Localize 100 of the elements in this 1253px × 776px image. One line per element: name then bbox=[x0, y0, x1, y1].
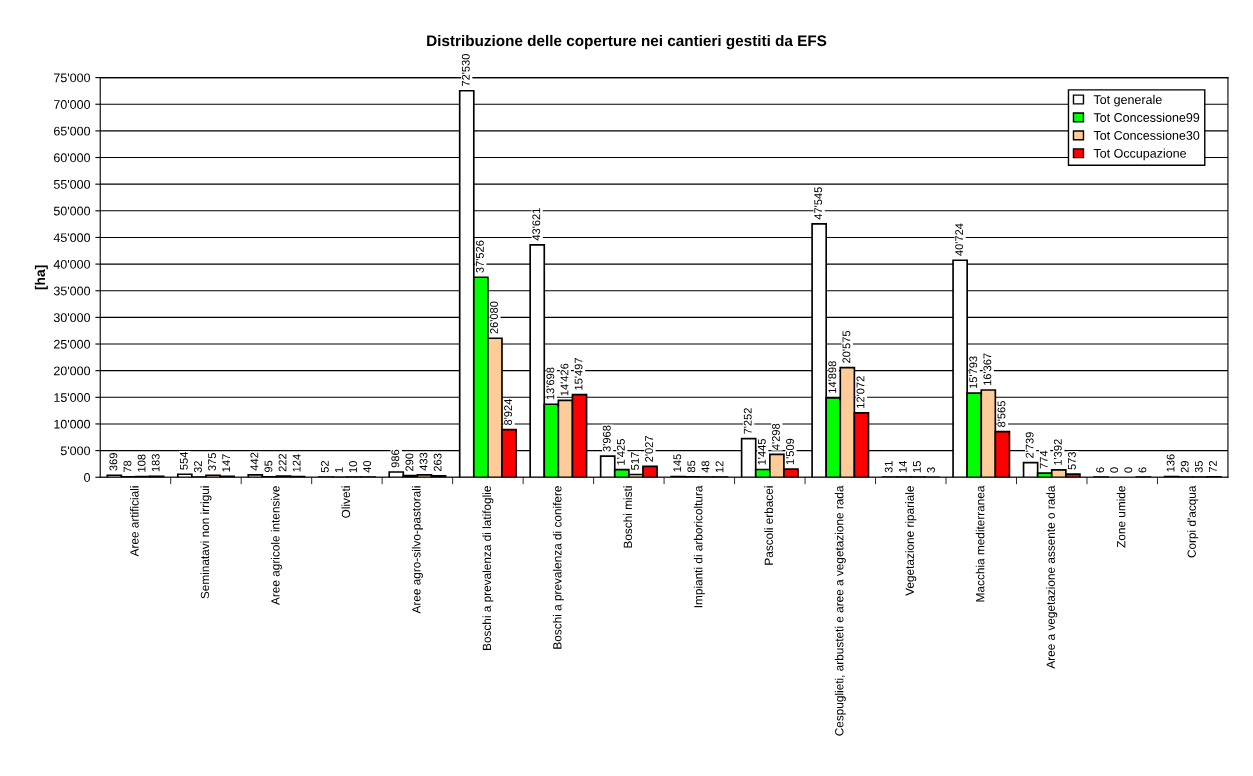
data-label: 8'565 bbox=[997, 401, 1006, 427]
data-label: 14'426 bbox=[560, 363, 569, 396]
data-label: 12'072 bbox=[856, 376, 865, 408]
y-tick-label: 65'000 bbox=[54, 126, 91, 136]
data-label: 78 bbox=[123, 460, 132, 473]
data-label: 554 bbox=[180, 451, 188, 470]
data-label: 369 bbox=[109, 453, 118, 471]
data-label: 16'367 bbox=[983, 353, 992, 386]
data-label: 37'526 bbox=[475, 240, 484, 273]
y-tick-label: 20'000 bbox=[54, 366, 91, 376]
data-label: 31 bbox=[884, 461, 893, 473]
legend-label: Tot Concessione30 bbox=[1093, 130, 1200, 140]
data-label: 1'509 bbox=[786, 438, 794, 465]
data-label: 47'545 bbox=[814, 187, 823, 220]
data-label: 3 bbox=[927, 467, 935, 473]
y-tick-label: 70'000 bbox=[54, 100, 91, 109]
data-label: 136 bbox=[1166, 454, 1175, 472]
data-label: 6 bbox=[1096, 467, 1105, 473]
legend-label: Tot generale bbox=[1093, 94, 1162, 107]
data-label: 15 bbox=[913, 461, 921, 473]
data-label: 573 bbox=[1068, 451, 1076, 470]
data-label: 290 bbox=[405, 453, 414, 471]
data-label: 3'968 bbox=[602, 425, 611, 452]
data-label: 2'739 bbox=[1025, 432, 1034, 458]
y-tick-label: 25'000 bbox=[54, 339, 91, 349]
data-label: 29 bbox=[1180, 461, 1189, 473]
y-tick-label: 75'000 bbox=[54, 73, 91, 83]
data-label: 13'698 bbox=[546, 367, 555, 400]
data-label: 7'252 bbox=[743, 408, 752, 434]
y-tick-label: 40'000 bbox=[53, 259, 91, 269]
x-tick-label: Aree agro-silvo-pastorali bbox=[411, 486, 423, 614]
y-tick-label: 5'000 bbox=[60, 446, 91, 456]
x-tick-label: Macchia mediterranea bbox=[975, 485, 985, 602]
legend-label: Tot Occupazione bbox=[1093, 148, 1187, 161]
data-label: 442 bbox=[250, 452, 259, 471]
data-label: 12 bbox=[715, 461, 724, 473]
x-tick-label: Aree agricole intensive bbox=[270, 486, 282, 605]
x-tick-label: Vegetazione ripariale bbox=[905, 486, 917, 596]
x-tick-label: Boschi a prevalenza di conifere bbox=[552, 486, 564, 649]
y-tick-label: 35'000 bbox=[53, 286, 91, 296]
data-label: 14 bbox=[898, 460, 907, 473]
data-label: 35 bbox=[1194, 460, 1203, 473]
y-tick-label: 0 bbox=[84, 473, 91, 482]
legend-label: Tot Concessione99 bbox=[1093, 112, 1200, 122]
data-label: 108 bbox=[137, 454, 146, 472]
data-label: 95 bbox=[264, 460, 273, 473]
data-label: 147 bbox=[222, 454, 230, 472]
data-label: 85 bbox=[687, 460, 696, 473]
data-label: 375 bbox=[208, 453, 216, 471]
data-label: 145 bbox=[673, 454, 682, 472]
data-label: 1'425 bbox=[616, 439, 625, 465]
y-tick-label: 50'000 bbox=[53, 206, 91, 216]
y-tick-label: 30'000 bbox=[53, 313, 91, 323]
data-label: 517 bbox=[631, 452, 639, 470]
x-tick-label: Corpi d'acqua bbox=[1187, 485, 1199, 558]
data-label: 222 bbox=[278, 453, 287, 472]
x-tick-label: Seminatavi non irrigui bbox=[200, 486, 212, 599]
x-tick-label: Zone umide bbox=[1116, 486, 1126, 548]
data-label: 40'724 bbox=[955, 223, 964, 256]
data-label: 20'575 bbox=[842, 330, 851, 363]
x-tick-label: Aree a vegetazione assente o rada bbox=[1046, 485, 1058, 669]
data-label: 2'027 bbox=[645, 435, 653, 462]
chart-title: Distribuzione delle coperture nei cantieri gestiti da EFS bbox=[427, 34, 827, 50]
data-label: 263 bbox=[433, 453, 442, 472]
y-tick-label: 45'000 bbox=[53, 233, 91, 243]
data-label: 72'530 bbox=[461, 54, 470, 87]
data-label: 986 bbox=[391, 449, 400, 468]
data-label: 0 bbox=[1124, 467, 1133, 473]
x-tick-label: Aree artificiali bbox=[129, 486, 139, 557]
data-label: 10 bbox=[349, 461, 357, 473]
data-label: 15'793 bbox=[969, 356, 978, 389]
x-tick-label: Oliveti bbox=[341, 486, 351, 518]
data-label: 32 bbox=[194, 461, 202, 473]
data-label: 26'080 bbox=[490, 301, 498, 334]
data-label: 4'298 bbox=[771, 423, 780, 450]
data-label: 8'924 bbox=[504, 399, 513, 426]
x-tick-label: Impianti di arboricoltura bbox=[693, 485, 705, 608]
data-label: 1'392 bbox=[1053, 439, 1062, 465]
y-tick-label: 60'000 bbox=[54, 153, 91, 163]
y-axis-title: [ha] bbox=[34, 265, 48, 290]
data-label: 774 bbox=[1039, 450, 1048, 469]
y-tick-label: 55'000 bbox=[53, 179, 91, 189]
x-tick-label: Pascoli erbacei bbox=[764, 486, 773, 565]
data-label: 40 bbox=[363, 460, 372, 473]
y-tick-label: 15'000 bbox=[54, 393, 91, 402]
data-label: 48 bbox=[701, 460, 710, 473]
data-label: 15'497 bbox=[574, 358, 583, 390]
data-label: 43'621 bbox=[532, 208, 541, 241]
data-label: 124 bbox=[292, 454, 301, 472]
data-label: 1 bbox=[335, 467, 343, 473]
data-label: 1'445 bbox=[757, 439, 766, 465]
data-label: 52 bbox=[320, 461, 329, 473]
data-label: 183 bbox=[151, 454, 160, 472]
x-tick-label: Boschi a prevalenza di latifoglie bbox=[482, 486, 494, 650]
data-label: 14'898 bbox=[828, 361, 837, 393]
data-label: 0 bbox=[1110, 467, 1119, 473]
data-label: 72 bbox=[1208, 460, 1217, 473]
x-tick-label: Boschi misti bbox=[623, 486, 633, 548]
x-tick-label: Cespuglieti, arbusteti e aree a vegetazione rada bbox=[834, 485, 846, 736]
data-label: 433 bbox=[419, 452, 428, 471]
